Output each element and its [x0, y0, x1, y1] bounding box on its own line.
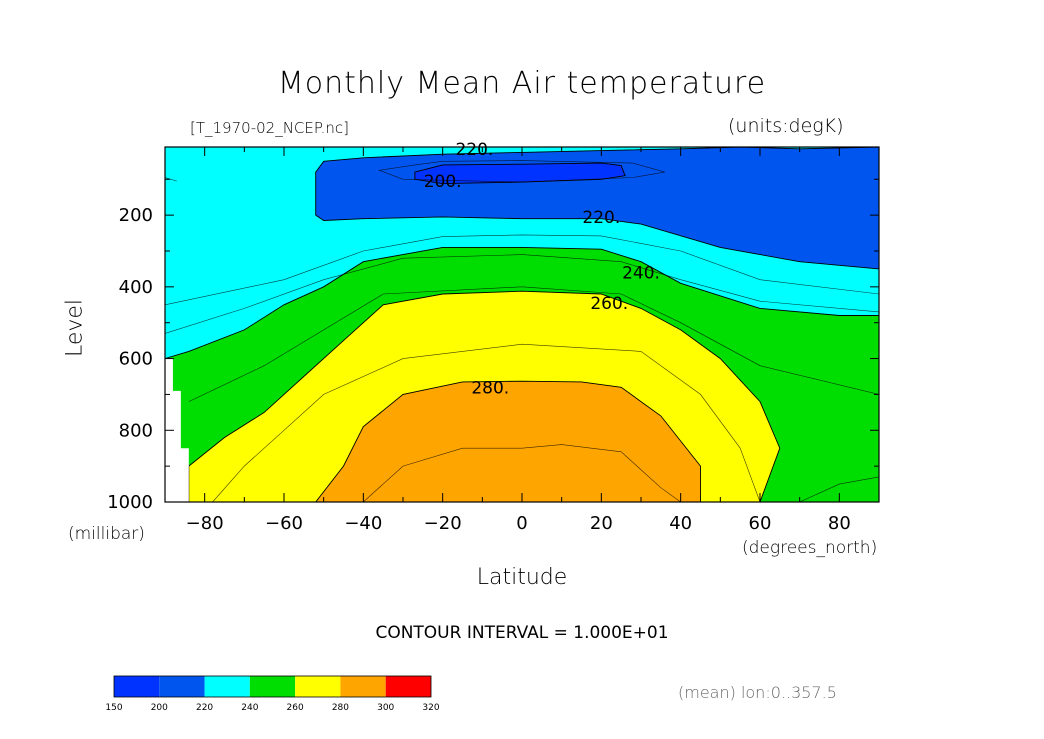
y-tick-label: 600	[119, 349, 153, 370]
units-label: (units:degK)	[728, 115, 844, 137]
band-180-200	[414, 162, 626, 185]
x-axis-label: Latitude	[476, 565, 568, 590]
x-axis-units: (degrees_north)	[742, 538, 878, 558]
colorbar-label: 320	[422, 703, 439, 713]
contour-line-3	[188, 286, 879, 402]
contour-line-0	[378, 160, 665, 183]
missing-data-region	[165, 358, 189, 502]
x-tick-label: 40	[669, 513, 692, 534]
chart-title: Monthly Mean Air temperature	[277, 66, 767, 101]
mean-label: (mean) lon:0..357.5	[678, 683, 837, 702]
colorbar-label: 200	[151, 703, 168, 713]
x-tick-label: −20	[424, 513, 462, 534]
colorbar-label: 150	[105, 703, 122, 713]
contour-line-6	[799, 476, 879, 502]
contour-interval-label: CONTOUR INTERVAL = 1.000E+01	[375, 623, 669, 643]
contour-label-220: 220.	[455, 140, 493, 160]
x-tick-label: 0	[516, 513, 527, 534]
band-280-300	[315, 380, 701, 502]
contour-line-5	[363, 444, 681, 502]
file-label: [T_1970-02_NCEP.nc]	[190, 119, 349, 137]
colorbar-swatch	[114, 676, 160, 697]
colorbar-swatch	[249, 676, 296, 697]
colorbar-swatch	[340, 676, 386, 697]
x-tick-label: −40	[344, 513, 382, 534]
contour-label-260: 260.	[590, 294, 628, 314]
svg-text:220.: 220.	[582, 208, 620, 228]
y-tick-label: 800	[119, 420, 153, 441]
x-tick-label: −60	[265, 513, 303, 534]
svg-text:260.: 260.	[590, 294, 628, 314]
y-axis-units: (millibar)	[68, 524, 145, 544]
svg-text:240.: 240.	[622, 264, 660, 284]
colorbar-label: 220	[196, 703, 213, 713]
contour-line-7	[165, 177, 177, 182]
x-tick-label: 80	[828, 513, 851, 534]
colorbar-label: 240	[241, 703, 258, 713]
contour-label-220: 220.	[582, 208, 620, 228]
y-tick-label: 200	[119, 205, 153, 226]
contour-label-240: 240.	[622, 264, 660, 284]
contour-line-2	[165, 254, 879, 334]
contour-line-4	[212, 343, 761, 502]
svg-text:200.: 200.	[424, 172, 462, 192]
colorbar-frame	[113, 675, 432, 698]
colorbar: 150 200 220 240 260 280 300 320	[105, 675, 440, 713]
x-tick-label: 60	[749, 513, 772, 534]
svg-text:280.: 280.	[471, 378, 509, 398]
contour-labels: 220. 200. 220. 240. 260. 280.	[424, 140, 660, 398]
axes: −80 −60 −40 −20 0 20 40 60 80 200 400 600 800 1000	[107, 146, 880, 534]
colorbar-label: 260	[287, 703, 304, 713]
colorbar-label: 280	[332, 703, 349, 713]
x-tick-label: −80	[186, 513, 224, 534]
colorbar-label: 300	[377, 703, 394, 713]
svg-text:220.: 220.	[455, 140, 493, 160]
colorbar-swatch	[385, 676, 431, 697]
contour-lines	[165, 160, 879, 502]
contour-label-200: 200.	[424, 172, 462, 192]
x-tick-label: 20	[590, 513, 613, 534]
contour-line-1	[165, 234, 879, 306]
y-tick-label: 400	[119, 277, 153, 298]
colorbar-swatch	[159, 676, 205, 697]
y-tick-label: 1000	[107, 492, 153, 513]
colorbar-swatch	[295, 676, 341, 697]
contour-label-280: 280.	[471, 378, 509, 398]
colorbar-swatch	[204, 676, 250, 697]
filled-contours	[165, 147, 879, 502]
